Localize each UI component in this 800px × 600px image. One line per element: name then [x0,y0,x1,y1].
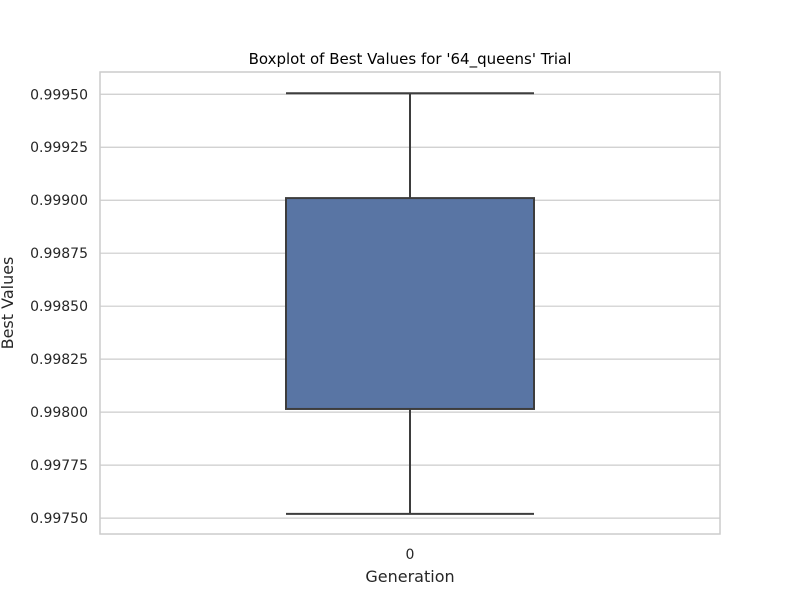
iqr-box [285,197,535,410]
y-axis-label: Best Values [0,257,17,350]
y-tick-label: 0.99850 [30,299,88,315]
x-axis-label: Generation [365,567,454,586]
y-tick-label: 0.99800 [30,405,88,421]
x-axis-ticks: 0 [406,547,415,563]
y-tick-label: 0.99950 [30,87,88,103]
boxes [285,92,535,515]
y-tick-label: 0.99750 [30,511,88,527]
y-axis-ticks: 0.99750 0.99775 0.99800 0.99825 0.99850 0.998… [30,87,88,527]
y-tick-label: 0.99825 [30,352,88,368]
y-tick-label: 0.99900 [30,193,88,209]
x-tick-label: 0 [406,547,415,563]
y-tick-label: 0.99925 [30,140,88,156]
plot-frame [99,71,721,535]
chart-title: Boxplot of Best Values for '64_queens' T… [249,50,572,69]
y-tick-label: 0.99875 [30,246,88,262]
y-tick-label: 0.99775 [30,458,88,474]
